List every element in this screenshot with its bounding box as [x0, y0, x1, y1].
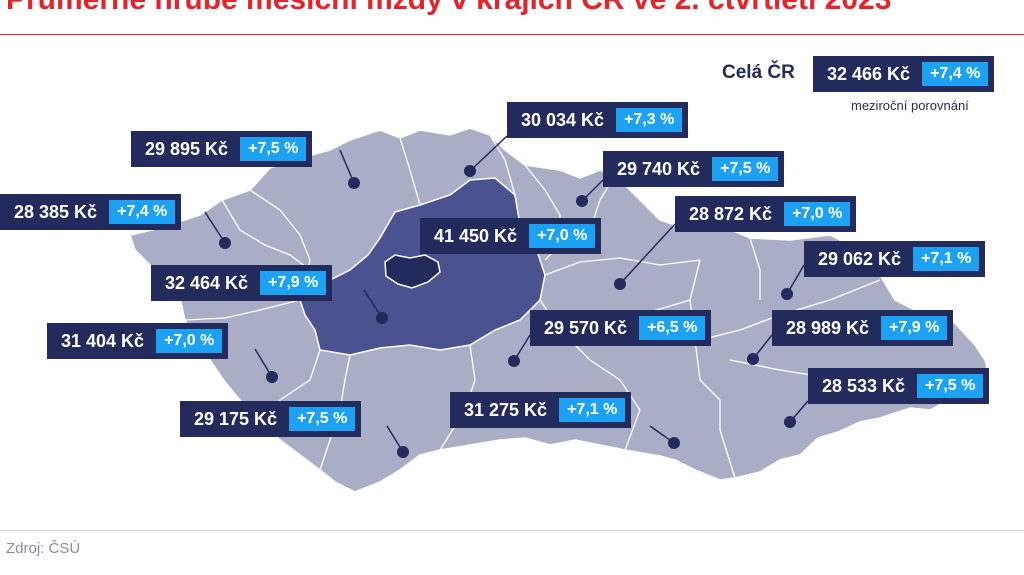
region-value: 29 740 Kč — [617, 158, 701, 179]
marker-dot — [508, 355, 520, 367]
region-change: +7,4 % — [109, 200, 176, 224]
marker-dot — [576, 195, 588, 207]
region-value: 29 175 Kč — [194, 408, 278, 429]
region-change: +7,5 % — [240, 137, 307, 161]
region-value: 28 533 Kč — [822, 375, 906, 396]
region-label: 31 275 Kč +7,1 % — [450, 392, 632, 428]
region-change: +7,0 % — [784, 202, 851, 226]
region-label: 41 450 Kč +7,0 % — [420, 218, 602, 254]
marker-dot — [784, 416, 796, 428]
marker-dot — [348, 177, 360, 189]
region-change: +7,5 % — [917, 374, 984, 398]
total-box: 32 466 Kč +7,4 % — [813, 56, 995, 92]
region-label: 31 404 Kč +7,0 % — [47, 323, 229, 359]
region-value: 41 450 Kč — [434, 225, 518, 246]
region-value: 32 464 Kč — [165, 272, 249, 293]
region-value: 31 275 Kč — [464, 399, 548, 420]
marker-dot — [266, 371, 278, 383]
region-value: 31 404 Kč — [61, 330, 145, 351]
region-value: 28 989 Kč — [786, 317, 870, 338]
region-change: +7,5 % — [289, 407, 356, 431]
region-value: 29 895 Kč — [145, 138, 229, 159]
marker-dot — [614, 278, 626, 290]
total-label: Celá ČR — [722, 62, 795, 83]
region-label: 29 175 Kč +7,5 % — [180, 401, 362, 437]
region-label: 28 872 Kč +7,0 % — [675, 196, 857, 232]
region-change: +7,3 % — [616, 108, 683, 132]
source-note: Zdroj: ČSÚ — [6, 540, 81, 557]
region-change: +7,0 % — [529, 224, 596, 248]
region-change: +7,1 % — [559, 398, 626, 422]
marker-dot — [668, 437, 680, 449]
marker-dot — [397, 446, 409, 458]
region-change: +7,5 % — [712, 157, 779, 181]
region-label: 28 533 Kč +7,5 % — [808, 368, 990, 404]
region-value: 29 062 Kč — [818, 248, 902, 269]
region-label: 28 385 Kč +7,4 % — [0, 194, 182, 230]
region-label: 29 895 Kč +7,5 % — [131, 131, 313, 167]
title-divider — [0, 34, 1024, 35]
region-label: 29 062 Kč +7,1 % — [804, 241, 986, 277]
region-change: +7,1 % — [913, 247, 980, 271]
marker-dot — [376, 312, 388, 324]
marker-dot — [219, 237, 231, 249]
region-value: 28 385 Kč — [14, 201, 98, 222]
region-label: 28 989 Kč +7,9 % — [772, 310, 954, 346]
region-label: 32 464 Kč +7,9 % — [151, 265, 333, 301]
leader-lines — [204, 135, 809, 453]
comparison-note: meziroční porovnání — [851, 98, 969, 113]
marker-dot — [781, 288, 793, 300]
region-label: 30 034 Kč +7,3 % — [507, 102, 689, 138]
region-value: 30 034 Kč — [521, 109, 605, 130]
total-value: 32 466 Kč — [827, 63, 911, 84]
region-label: 29 570 Kč +6,5 % — [530, 310, 712, 346]
prague-region — [384, 254, 441, 289]
region-change: +7,9 % — [881, 316, 948, 340]
region-value: 28 872 Kč — [689, 203, 773, 224]
region-change: +7,9 % — [260, 271, 327, 295]
footer-divider — [0, 530, 1024, 531]
marker-dot — [464, 165, 476, 177]
region-change: +6,5 % — [639, 316, 706, 340]
region-markers — [219, 165, 796, 458]
total-change: +7,4 % — [922, 62, 989, 86]
region-label: 29 740 Kč +7,5 % — [603, 151, 785, 187]
page-title: Průměrné hrubé měsíční mzdy v krajích ČR… — [0, 0, 1024, 20]
marker-dot — [747, 353, 759, 365]
region-change: +7,0 % — [156, 329, 223, 353]
region-value: 29 570 Kč — [544, 317, 628, 338]
